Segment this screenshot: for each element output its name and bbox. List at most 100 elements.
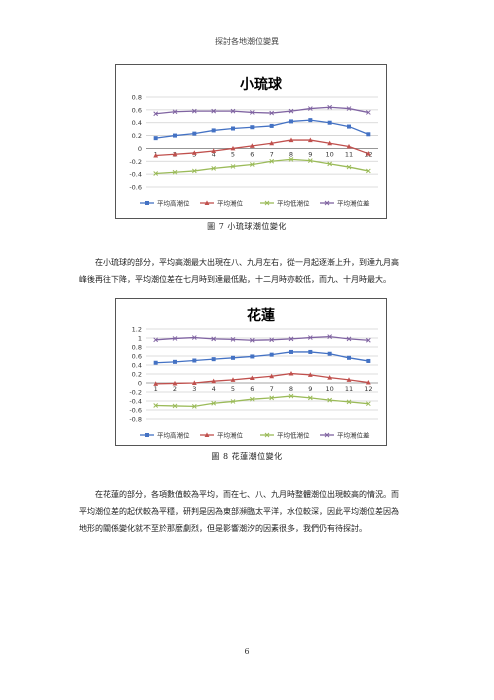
data-point-marker xyxy=(288,370,294,376)
data-point-marker xyxy=(327,140,333,146)
chart-hualien: 花蓮 1.2 1 0.8 0.6 0.4 0.2 0 -0.2 -0.4 -0.6 -0.8 1 2 3 4 5… xyxy=(115,298,387,446)
y-tick-label: -0.2 xyxy=(129,389,142,397)
y-tick-label: -0.6 xyxy=(129,184,142,192)
data-point-marker xyxy=(269,158,275,164)
chart-xiaoliuqiu-svg: 小琉球0.80.60.40.20-0.2-0.4-0.6123456789101… xyxy=(129,76,378,208)
x-tick-label: 10 xyxy=(326,385,334,393)
data-point-marker xyxy=(366,358,371,363)
y-tick-label: 1 xyxy=(138,335,142,343)
paragraph-line: 在花蓮的部分，各項數值較為平均，而在七、八、九月時整體潮位出現較高的情況。而 xyxy=(95,490,399,499)
data-point-marker xyxy=(230,164,236,169)
data-point-marker xyxy=(153,111,159,117)
chart-xiaoliuqiu: 小琉球0.80.60.40.20-0.2-0.4-0.6123456789101… xyxy=(115,64,387,219)
data-point-marker xyxy=(346,399,352,405)
x-tick-label: 9 xyxy=(308,150,312,158)
data-point-marker xyxy=(191,108,197,114)
x-tick-label: 7 xyxy=(270,385,274,393)
x-tick-label: 1 xyxy=(154,385,158,393)
data-point-marker xyxy=(211,357,216,362)
series-line xyxy=(155,139,369,157)
legend-marker xyxy=(204,200,210,205)
data-point-marker xyxy=(327,375,333,380)
paragraph-line: 地形的關係變化就不至於那麼劇烈，但是影響潮汐的因素很多，我們仍有待探討。 xyxy=(79,524,367,533)
data-point-marker xyxy=(191,380,197,385)
data-point-marker xyxy=(327,351,332,356)
data-point-marker xyxy=(230,108,236,114)
data-point-marker xyxy=(307,106,313,111)
data-point-marker xyxy=(230,336,236,342)
x-tick-label: 10 xyxy=(326,150,334,158)
data-point-marker xyxy=(211,166,217,171)
data-point-marker xyxy=(230,399,236,404)
data-point-marker xyxy=(249,162,255,167)
data-point-marker xyxy=(288,108,294,114)
legend-label: 平均高潮位 xyxy=(157,431,190,440)
x-tick-label: 11 xyxy=(345,150,353,158)
x-tick-label: 11 xyxy=(345,385,353,393)
y-tick-label: -0.4 xyxy=(129,171,142,179)
y-tick-label: -0.8 xyxy=(129,416,142,424)
data-point-marker xyxy=(327,120,332,125)
data-point-marker xyxy=(249,110,255,115)
x-tick-label: 3 xyxy=(192,385,196,393)
data-point-marker xyxy=(191,335,197,340)
legend-label: 平均低潮位 xyxy=(277,431,310,440)
legend-marker xyxy=(204,432,210,437)
data-point-marker xyxy=(307,158,313,163)
data-point-marker xyxy=(346,143,352,149)
data-point-marker xyxy=(307,395,313,401)
x-tick-label: 2 xyxy=(173,385,177,393)
chart-title: 花蓮 xyxy=(247,307,275,324)
data-point-marker xyxy=(211,108,217,114)
x-tick-label: 9 xyxy=(308,385,312,393)
data-point-marker xyxy=(172,169,178,175)
data-point-marker xyxy=(288,393,294,399)
data-point-marker xyxy=(211,378,217,384)
running-header: 探討各地潮位變異 xyxy=(215,37,279,46)
data-point-marker xyxy=(289,119,293,124)
data-point-marker xyxy=(346,377,352,382)
x-tick-label: 4 xyxy=(212,150,216,158)
y-tick-label: -0.2 xyxy=(129,158,142,166)
chart-hualien-svg: 花蓮1.210.80.60.40.20-0.2-0.4-0.6-0.81 2 3 4 5… xyxy=(129,307,378,440)
data-point-marker xyxy=(172,109,178,115)
data-point-marker xyxy=(365,337,371,343)
data-point-marker xyxy=(249,396,255,402)
paragraph-line: 平均潮位差的起伏較為平穩，研判是因為東部瀕臨太平洋，水位較深，因此平均潮位差因為 xyxy=(79,507,399,516)
data-point-marker xyxy=(191,404,197,409)
data-point-marker xyxy=(346,164,352,170)
x-tick-label: 8 xyxy=(289,385,293,393)
data-point-marker xyxy=(365,150,371,156)
y-tick-label: 0.2 xyxy=(132,132,142,140)
data-point-marker xyxy=(153,136,158,141)
data-point-marker xyxy=(269,140,275,146)
paragraph-xiaoliuqiu: 在小琉球的部分，平均高潮最大出現在八、九月左右，從一月起逐漸上升，到達九月高 峰… xyxy=(79,254,461,288)
legend-marker xyxy=(324,432,330,438)
figure-7-caption: 圖 7 小琉球潮位變化 xyxy=(207,222,287,231)
data-point-marker xyxy=(172,151,178,157)
data-point-marker xyxy=(269,110,275,116)
data-point-marker xyxy=(191,168,197,174)
data-point-marker xyxy=(211,128,216,133)
y-tick-label: 0.4 xyxy=(132,362,142,370)
legend-marker xyxy=(324,200,330,206)
y-tick-label: -0.4 xyxy=(129,398,142,406)
series-line xyxy=(155,395,369,408)
data-point-marker xyxy=(307,335,313,340)
data-point-marker xyxy=(288,336,294,342)
y-tick-label: 0.6 xyxy=(132,106,142,114)
data-point-marker xyxy=(365,379,371,385)
data-point-marker xyxy=(231,355,235,360)
data-point-marker xyxy=(327,161,333,167)
data-point-marker xyxy=(249,143,255,148)
y-tick-label: -0.6 xyxy=(129,407,142,415)
data-point-marker xyxy=(327,334,333,340)
x-tick-label: 5 xyxy=(231,150,235,158)
figure-8-caption: 圖 8 花蓮潮位變化 xyxy=(211,452,283,461)
data-point-marker xyxy=(231,126,235,131)
data-point-marker xyxy=(327,397,333,403)
chart-title: 小琉球 xyxy=(240,76,283,93)
data-point-marker xyxy=(173,359,177,364)
y-tick-label: 0.2 xyxy=(132,371,142,379)
data-point-marker xyxy=(346,336,352,342)
